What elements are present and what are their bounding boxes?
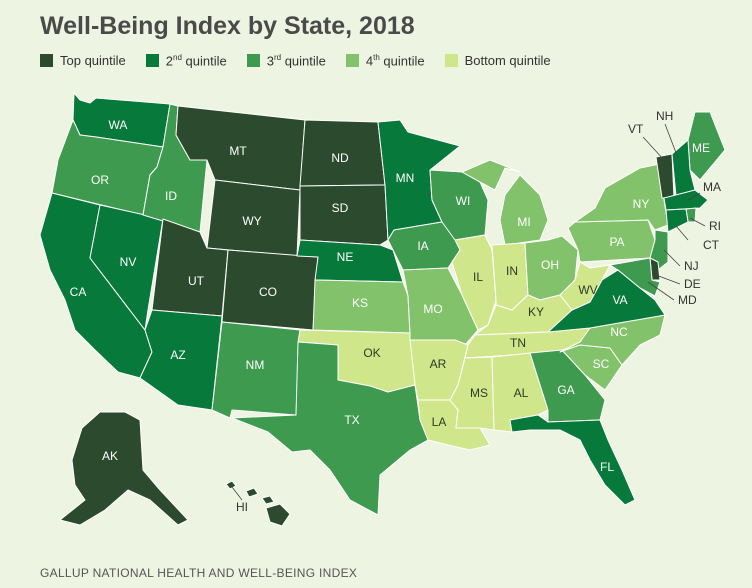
label-CA: CA	[70, 285, 87, 299]
label-NY: NY	[633, 197, 650, 211]
label-OR: OR	[91, 173, 109, 187]
label-TX: TX	[344, 413, 359, 427]
state-NH	[671, 139, 696, 197]
label-MT: MT	[229, 144, 247, 158]
label-RI: RI	[709, 219, 721, 233]
label-NM: NM	[246, 358, 265, 372]
leader-MA	[687, 192, 701, 201]
legend: Top quintile 2nd quintile 3rd quintile 4…	[40, 53, 571, 68]
label-WA: WA	[109, 118, 128, 132]
label-VT: VT	[628, 122, 644, 136]
label-SC: SC	[593, 357, 610, 371]
legend-label-q2: 2nd quintile	[165, 53, 227, 69]
label-ID: ID	[165, 189, 177, 203]
label-CT: CT	[703, 238, 720, 252]
label-AL: AL	[514, 386, 529, 400]
source-footer: GALLUP NATIONAL HEALTH AND WELL-BEING IN…	[40, 566, 358, 580]
label-WI: WI	[456, 194, 471, 208]
leader-CT	[675, 225, 689, 241]
callout-labels: VT NH MA RI CT NJ DE MD HI	[231, 109, 721, 514]
leader-MD	[647, 281, 675, 301]
label-AK: AK	[102, 449, 118, 463]
legend-label-bottom: Bottom quintile	[464, 53, 551, 69]
label-OK: OK	[363, 346, 380, 360]
map-title: Well-Being Index by State, 2018	[40, 12, 415, 40]
leader-VT	[642, 136, 665, 161]
leader-DE	[655, 274, 681, 285]
legend-item-top: Top quintile	[40, 53, 126, 68]
state-CT	[665, 208, 689, 233]
label-NE: NE	[337, 250, 354, 264]
label-NC: NC	[610, 325, 628, 339]
label-IA: IA	[417, 239, 428, 253]
label-WY: WY	[242, 214, 261, 228]
state-IL	[451, 234, 497, 331]
state-FL	[509, 414, 636, 506]
label-NH: NH	[656, 109, 673, 123]
label-MN: MN	[396, 171, 415, 185]
label-ND: ND	[331, 151, 349, 165]
label-NJ: NJ	[684, 259, 699, 273]
state-labels: WA OR CA NV ID MT WY UT CO AZ NM ND SD N…	[70, 118, 710, 474]
label-HI: HI	[236, 500, 248, 514]
legend-label-top: Top quintile	[60, 53, 126, 69]
legend-swatch-q4	[345, 54, 359, 68]
label-ME: ME	[692, 141, 710, 155]
label-MI: MI	[517, 215, 530, 229]
legend-swatch-bottom	[444, 54, 458, 68]
label-MA: MA	[703, 180, 721, 194]
label-IN: IN	[506, 264, 518, 278]
state-AK	[59, 411, 189, 526]
label-KS: KS	[352, 296, 368, 310]
label-DE: DE	[684, 277, 701, 291]
state-NC	[559, 314, 666, 366]
label-TN: TN	[510, 336, 526, 350]
legend-item-q4: 4th quintile	[345, 53, 425, 69]
state-TX	[231, 341, 429, 516]
state-AZ	[139, 309, 223, 411]
label-MO: MO	[423, 302, 442, 316]
leader-HI	[231, 486, 243, 501]
legend-label-q4: 4th quintile	[365, 53, 425, 69]
label-OH: OH	[541, 258, 559, 272]
leader-NJ	[663, 249, 681, 267]
label-CO: CO	[259, 285, 277, 299]
label-VA: VA	[612, 293, 627, 307]
label-SD: SD	[332, 201, 349, 215]
state-MI	[461, 159, 549, 246]
legend-item-q2: 2nd quintile	[145, 53, 227, 69]
legend-swatch-q3	[246, 54, 260, 68]
legend-label-q3: 3rd quintile	[266, 53, 326, 69]
label-LA: LA	[432, 415, 447, 429]
state-SD	[299, 184, 389, 246]
legend-swatch-q2	[145, 54, 159, 68]
state-HI	[225, 480, 291, 527]
legend-item-bottom: Bottom quintile	[444, 53, 551, 69]
label-WV: WV	[578, 283, 597, 297]
label-GA: GA	[557, 383, 574, 397]
legend-item-q3: 3rd quintile	[246, 53, 326, 69]
leader-NH	[664, 123, 679, 159]
label-KY: KY	[528, 305, 544, 319]
label-MS: MS	[470, 386, 488, 400]
label-AZ: AZ	[170, 348, 185, 362]
label-AR: AR	[430, 357, 447, 371]
leader-RI	[689, 217, 706, 227]
label-MD: MD	[678, 293, 697, 307]
label-FL: FL	[600, 460, 614, 474]
label-NV: NV	[120, 255, 137, 269]
label-UT: UT	[188, 274, 205, 288]
state-NY	[574, 163, 669, 231]
label-PA: PA	[609, 235, 624, 249]
legend-swatch-top	[40, 54, 53, 68]
label-IL: IL	[473, 270, 483, 284]
